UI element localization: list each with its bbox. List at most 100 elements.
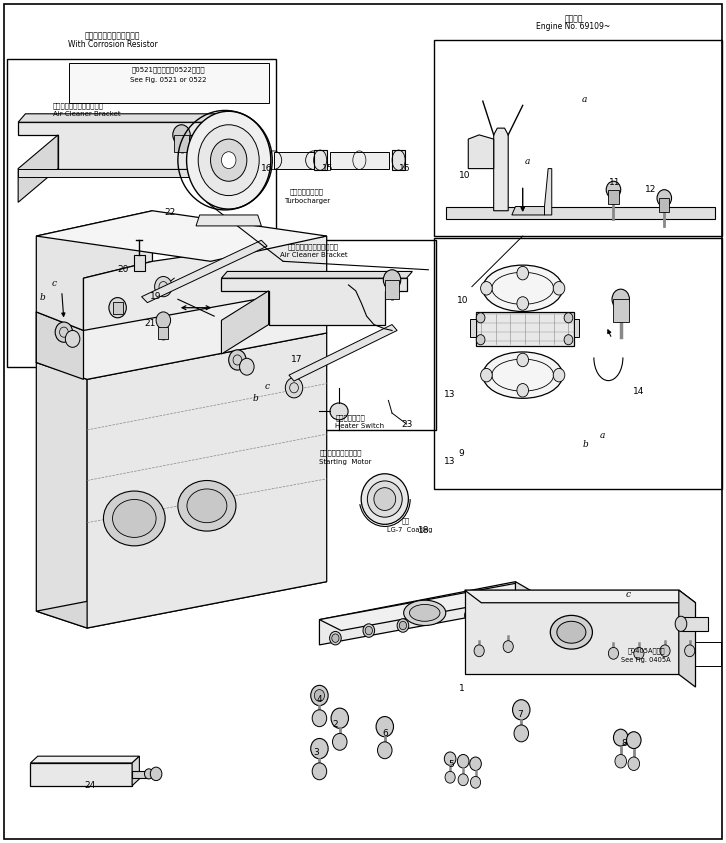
- Text: 14: 14: [633, 387, 645, 395]
- Circle shape: [628, 757, 640, 771]
- Text: 第0521図または第0522図参照: 第0521図または第0522図参照: [131, 67, 205, 73]
- Polygon shape: [18, 135, 58, 202]
- Text: ヒータスイッチ: ヒータスイッチ: [335, 414, 365, 421]
- Circle shape: [660, 645, 670, 657]
- Circle shape: [376, 717, 393, 737]
- Ellipse shape: [367, 481, 402, 518]
- Text: 1: 1: [459, 685, 465, 693]
- Text: Heater Switch: Heater Switch: [335, 422, 385, 429]
- Circle shape: [517, 384, 529, 397]
- Circle shape: [444, 752, 456, 765]
- Ellipse shape: [557, 621, 586, 643]
- Polygon shape: [36, 362, 87, 628]
- Circle shape: [285, 378, 303, 398]
- Polygon shape: [18, 122, 211, 169]
- Text: 7: 7: [518, 711, 523, 719]
- Polygon shape: [512, 207, 548, 215]
- Circle shape: [467, 611, 474, 620]
- Text: See Fig. 0521 or 0522: See Fig. 0521 or 0522: [130, 77, 207, 83]
- Circle shape: [476, 313, 485, 323]
- Bar: [211, 240, 436, 430]
- Ellipse shape: [483, 352, 563, 399]
- Ellipse shape: [362, 474, 409, 524]
- Text: 24: 24: [84, 781, 96, 790]
- Text: 20: 20: [118, 266, 129, 274]
- Circle shape: [458, 774, 468, 786]
- Circle shape: [514, 725, 529, 742]
- Text: See Fig. 0405A: See Fig. 0405A: [621, 657, 671, 663]
- Circle shape: [608, 647, 619, 659]
- Circle shape: [397, 619, 409, 632]
- Ellipse shape: [483, 265, 563, 312]
- Text: 11: 11: [609, 178, 621, 186]
- Polygon shape: [221, 278, 407, 325]
- Circle shape: [503, 641, 513, 652]
- Circle shape: [109, 298, 126, 318]
- Circle shape: [564, 313, 573, 323]
- Text: Starting  Motor: Starting Motor: [319, 459, 372, 465]
- Text: Air Cleaner Bracket: Air Cleaner Bracket: [53, 110, 121, 117]
- Circle shape: [553, 368, 565, 382]
- Text: スターティングモータ: スターティングモータ: [319, 449, 362, 456]
- Circle shape: [312, 763, 327, 780]
- Circle shape: [399, 621, 407, 630]
- Circle shape: [627, 732, 641, 749]
- Polygon shape: [142, 240, 267, 303]
- Bar: [613, 299, 629, 322]
- Circle shape: [457, 754, 469, 768]
- Polygon shape: [314, 150, 327, 170]
- Text: 第0405A図参照: 第0405A図参照: [627, 647, 665, 654]
- Circle shape: [657, 190, 672, 207]
- Circle shape: [150, 767, 162, 781]
- Circle shape: [553, 282, 565, 295]
- Polygon shape: [196, 215, 261, 226]
- Polygon shape: [83, 236, 327, 330]
- Polygon shape: [221, 291, 269, 354]
- Polygon shape: [132, 756, 139, 786]
- Text: 23: 23: [401, 420, 412, 428]
- Circle shape: [156, 312, 171, 329]
- Polygon shape: [18, 114, 218, 122]
- Text: b: b: [253, 395, 258, 403]
- Text: a: a: [600, 432, 605, 440]
- Circle shape: [634, 647, 644, 659]
- Text: b: b: [39, 293, 45, 302]
- Bar: [434, 40, 722, 236]
- Ellipse shape: [178, 481, 236, 531]
- Circle shape: [481, 282, 492, 295]
- Circle shape: [513, 700, 530, 720]
- Polygon shape: [515, 582, 537, 621]
- Bar: [659, 198, 669, 212]
- Text: 2: 2: [333, 721, 338, 729]
- Polygon shape: [544, 169, 552, 215]
- Polygon shape: [221, 271, 412, 278]
- Polygon shape: [465, 590, 679, 674]
- Circle shape: [499, 602, 510, 615]
- Text: ターボチャージャ: ターボチャージャ: [290, 188, 324, 195]
- Circle shape: [517, 353, 529, 367]
- Circle shape: [332, 634, 339, 642]
- Circle shape: [155, 277, 172, 297]
- Polygon shape: [494, 128, 508, 211]
- Text: 4: 4: [317, 695, 322, 704]
- Polygon shape: [465, 590, 696, 603]
- Circle shape: [564, 335, 573, 345]
- Polygon shape: [468, 135, 494, 169]
- Circle shape: [685, 645, 695, 657]
- Polygon shape: [319, 582, 515, 645]
- Circle shape: [312, 710, 327, 727]
- Ellipse shape: [187, 489, 227, 523]
- Text: Turbocharger: Turbocharger: [284, 197, 330, 204]
- Polygon shape: [30, 763, 132, 786]
- Text: 19: 19: [150, 293, 162, 301]
- Polygon shape: [36, 211, 152, 330]
- Bar: [113, 302, 123, 314]
- Ellipse shape: [550, 615, 592, 649]
- Polygon shape: [681, 617, 708, 631]
- Circle shape: [365, 626, 372, 635]
- Text: 9: 9: [459, 449, 465, 458]
- Text: c: c: [52, 279, 57, 287]
- Circle shape: [330, 631, 341, 645]
- Bar: [7, 59, 276, 367]
- Circle shape: [465, 609, 476, 622]
